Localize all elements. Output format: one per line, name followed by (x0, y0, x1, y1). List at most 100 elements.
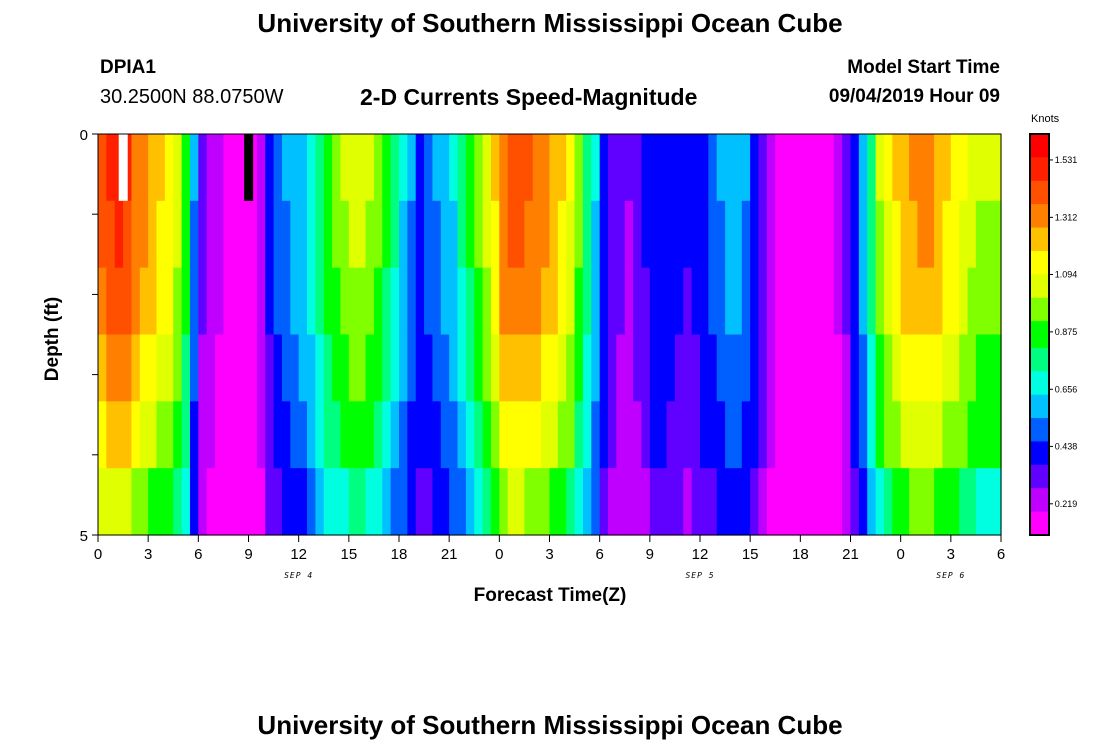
colorbar-segment (1030, 144, 1049, 148)
heatmap-cell (348, 334, 358, 402)
heatmap-cell (106, 134, 116, 202)
heatmap-cell (390, 401, 400, 469)
heatmap-cell (457, 334, 467, 402)
colorbar-segment (1030, 167, 1049, 172)
heatmap-cell (959, 134, 969, 202)
heatmap-cell (716, 468, 726, 536)
heatmap-cell (758, 468, 768, 536)
heatmap-cell (608, 334, 617, 402)
heatmap-cell (490, 468, 500, 536)
heatmap-cell (240, 334, 250, 402)
colorbar-segment (1030, 404, 1049, 409)
y-tick-label: 5 (80, 528, 88, 545)
heatmap-cell (591, 134, 601, 202)
heatmap-cell (390, 200, 400, 269)
heatmap-cell (892, 200, 902, 269)
colorbar-segment (1030, 511, 1049, 516)
heatmap-cell (959, 200, 969, 269)
heatmap-cell (959, 267, 969, 336)
heatmap-cell (984, 334, 994, 402)
x-tick-label: 12 (692, 546, 709, 563)
heatmap-cell (131, 267, 141, 336)
heatmap-cell (624, 468, 634, 536)
colorbar-segment (1030, 311, 1049, 316)
heatmap-cell (741, 334, 751, 402)
heatmap-cell (934, 334, 944, 402)
heatmap-cell (98, 134, 107, 202)
heatmap-cell (950, 200, 960, 269)
heatmap-cell (566, 200, 576, 269)
heatmap-cell (474, 401, 484, 469)
heatmap-cell (616, 334, 626, 402)
missing-data-cell (244, 134, 254, 201)
footer-title: University of Southern Mississippi Ocean… (257, 710, 843, 740)
heatmap-cell (892, 468, 902, 536)
heatmap-cell (566, 468, 576, 536)
heatmap-cell (925, 334, 935, 402)
heatmap-cell (524, 134, 534, 202)
heatmap-cell (984, 401, 994, 469)
heatmap-cell (290, 267, 300, 336)
colorbar-tick-label: 0.656 (1055, 384, 1078, 394)
heatmap-cell (148, 267, 158, 336)
x-axis-label: Forecast Time(Z) (473, 585, 627, 606)
heatmap-cell (825, 200, 835, 269)
heatmap-cell (215, 401, 225, 469)
heatmap-cell (909, 468, 918, 536)
heatmap-cell (775, 134, 785, 202)
heatmap-cell (516, 200, 526, 269)
colorbar-segment (1030, 361, 1049, 366)
colorbar-segment (1030, 240, 1049, 245)
heatmap-cell (315, 134, 325, 202)
heatmap-cell (123, 468, 133, 536)
heatmap-cell (156, 200, 166, 269)
heatmap-cell (900, 134, 910, 202)
heatmap-cell (449, 200, 459, 269)
heatmap-cell (925, 134, 935, 202)
heatmap-cell (156, 134, 166, 202)
heatmap-cell (591, 200, 601, 269)
colorbar-segment (1030, 267, 1049, 272)
heatmap-cell (407, 267, 417, 336)
heatmap-cell (340, 468, 350, 536)
heatmap-cell (716, 334, 726, 402)
heatmap-cell (173, 200, 183, 269)
page-title: University of Southern Mississippi Ocean… (257, 8, 843, 38)
station-coords: 30.2500N 88.0750W (100, 86, 284, 108)
heatmap-cell (674, 468, 684, 536)
heatmap-cell (248, 468, 258, 536)
heatmap-cell (365, 134, 375, 202)
heatmap-cell (507, 401, 517, 469)
model-start-label: Model Start Time (847, 57, 1000, 78)
heatmap-cell (942, 401, 952, 469)
heatmap-cell (783, 468, 793, 536)
heatmap-cell (984, 200, 994, 269)
colorbar-segment (1030, 401, 1049, 406)
heatmap-cell (783, 334, 793, 402)
colorbar-segment (1030, 414, 1049, 419)
heatmap-cell (365, 267, 375, 336)
heatmap-cell (658, 200, 668, 269)
heatmap-cell (934, 200, 944, 269)
colorbar-segment (1030, 468, 1049, 473)
colorbar-segment (1030, 184, 1049, 189)
heatmap-cell (206, 401, 216, 469)
heatmap-cell (708, 468, 718, 536)
heatmap-cell (967, 468, 977, 536)
heatmap-cell (808, 200, 818, 269)
colorbar-segment (1030, 317, 1049, 322)
heatmap-cell (582, 334, 592, 402)
heatmap-cell (507, 134, 517, 202)
heatmap-cell (975, 401, 985, 469)
x-tick-label: 21 (441, 546, 458, 563)
heatmap-cell (449, 401, 459, 469)
heatmap-cell (382, 267, 392, 336)
x-tick-label: 0 (495, 546, 503, 563)
colorbar-segment (1030, 351, 1049, 356)
colorbar-segment (1030, 434, 1049, 439)
heatmap-cell (114, 468, 124, 536)
colorbar-segment (1030, 140, 1049, 145)
heatmap-cell (800, 468, 810, 536)
heatmap-cell (725, 334, 735, 402)
